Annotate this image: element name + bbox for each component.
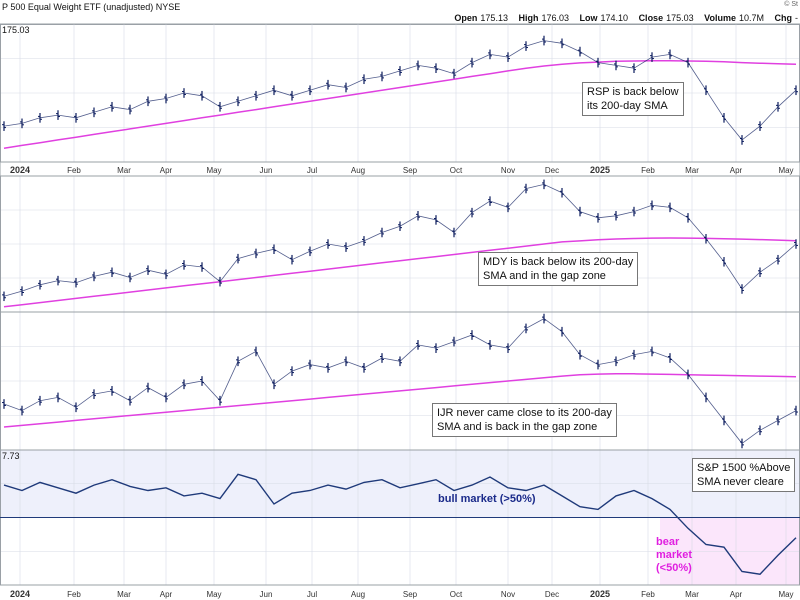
x-tick-label-top: Dec <box>545 166 559 175</box>
x-tick-label-top: Feb <box>67 166 81 175</box>
breadth-annotation-line-1: S&P 1500 %Above <box>697 462 791 474</box>
x-tick-label-bottom: May <box>206 590 221 599</box>
x-tick-label-top: Sep <box>403 166 418 175</box>
x-tick-label-top: May <box>778 166 793 175</box>
x-tick-label-bottom: 2024 <box>10 589 30 599</box>
x-tick-label-bottom: Dec <box>545 590 559 599</box>
breadth-annotation-line-2: SMA never cleare <box>697 476 784 488</box>
bull-zone-label: bull market (>50%) <box>438 493 536 505</box>
close-label: Close <box>638 13 664 23</box>
x-axis-band-bottom <box>0 585 800 600</box>
price-path <box>3 183 797 297</box>
chg-value: - <box>795 13 798 23</box>
bear-zone-label: bear market (<50%) <box>656 536 693 574</box>
last-value-label: 7.73 <box>2 451 20 461</box>
sma-200-line <box>3 373 797 428</box>
x-tick-label-top: Mar <box>685 166 699 175</box>
breadth-line <box>3 473 797 575</box>
open-label: Open <box>454 13 478 23</box>
ijr-annotation-line-1: IJR never came close to its 200-day <box>437 407 612 419</box>
rsp-annotation-line-1: RSP is back below <box>587 86 679 98</box>
x-tick-label-top: May <box>206 166 221 175</box>
x-tick-label-top: Aug <box>351 166 365 175</box>
mdy-annotation: MDY is back below its 200-day SMA and in… <box>478 252 639 286</box>
quote-bar: Open 175.13 High 176.03 Low 174.10 Close 175… <box>454 13 798 23</box>
last-value-label: 175.03 <box>2 25 30 35</box>
low-label: Low <box>579 13 598 23</box>
x-tick-label-bottom: Nov <box>501 590 515 599</box>
price-path <box>3 318 797 444</box>
mdy-annotation-line-1: MDY is back below its 200-day <box>483 256 634 268</box>
x-tick-label-bottom: Sep <box>403 590 418 599</box>
chg-label: Chg <box>774 13 793 23</box>
x-tick-label-bottom: Apr <box>160 590 173 599</box>
x-tick-label-top: Apr <box>730 166 743 175</box>
high-label: High <box>518 13 539 23</box>
ijr-annotation-line-2: SMA and is back in the gap zone <box>437 421 598 433</box>
x-tick-label-top: Nov <box>501 166 515 175</box>
x-tick-label-bottom: Mar <box>117 590 131 599</box>
low-value: 174.10 <box>600 13 629 23</box>
volume-label: Volume <box>704 13 736 23</box>
ijr-annotation: IJR never came close to its 200-day SMA … <box>432 403 617 437</box>
x-tick-label-top: Feb <box>641 166 655 175</box>
x-tick-label-bottom: Apr <box>730 590 743 599</box>
x-tick-label-bottom: May <box>778 590 793 599</box>
close-value: 175.03 <box>666 13 694 23</box>
x-tick-label-bottom: Mar <box>685 590 699 599</box>
price-path <box>3 40 797 141</box>
x-tick-label-top: Jul <box>307 166 317 175</box>
sma-200-line <box>3 237 797 308</box>
open-value: 175.13 <box>480 13 508 23</box>
x-tick-label-bottom: Feb <box>641 590 655 599</box>
breadth-annotation: S&P 1500 %Above SMA never cleare <box>692 458 796 492</box>
sma-200-line <box>3 59 797 149</box>
x-tick-label-bottom: Jul <box>307 590 317 599</box>
x-tick-label-top: 2025 <box>590 165 610 175</box>
chart-title: P 500 Equal Weight ETF (unadjusted) NYSE <box>2 2 181 12</box>
x-tick-label-bottom: Jun <box>260 590 273 599</box>
rsp-annotation-line-2: its 200-day SMA <box>587 100 668 112</box>
x-tick-label-top: Oct <box>450 166 463 175</box>
stockcharts-logo: © St <box>784 1 798 8</box>
x-tick-label-bottom: Aug <box>351 590 365 599</box>
rsp-annotation: RSP is back below its 200-day SMA <box>582 82 684 116</box>
volume-value: 10.7M <box>738 13 764 23</box>
x-tick-label-bottom: 2025 <box>590 589 610 599</box>
x-tick-label-top: Jun <box>260 166 273 175</box>
x-tick-label-top: 2024 <box>10 165 30 175</box>
x-tick-label-bottom: Oct <box>450 590 463 599</box>
high-value: 176.03 <box>541 13 569 23</box>
x-tick-label-top: Mar <box>117 166 131 175</box>
x-tick-label-bottom: Feb <box>67 590 81 599</box>
mdy-annotation-line-2: SMA and in the gap zone <box>483 270 606 282</box>
x-tick-label-top: Apr <box>160 166 173 175</box>
